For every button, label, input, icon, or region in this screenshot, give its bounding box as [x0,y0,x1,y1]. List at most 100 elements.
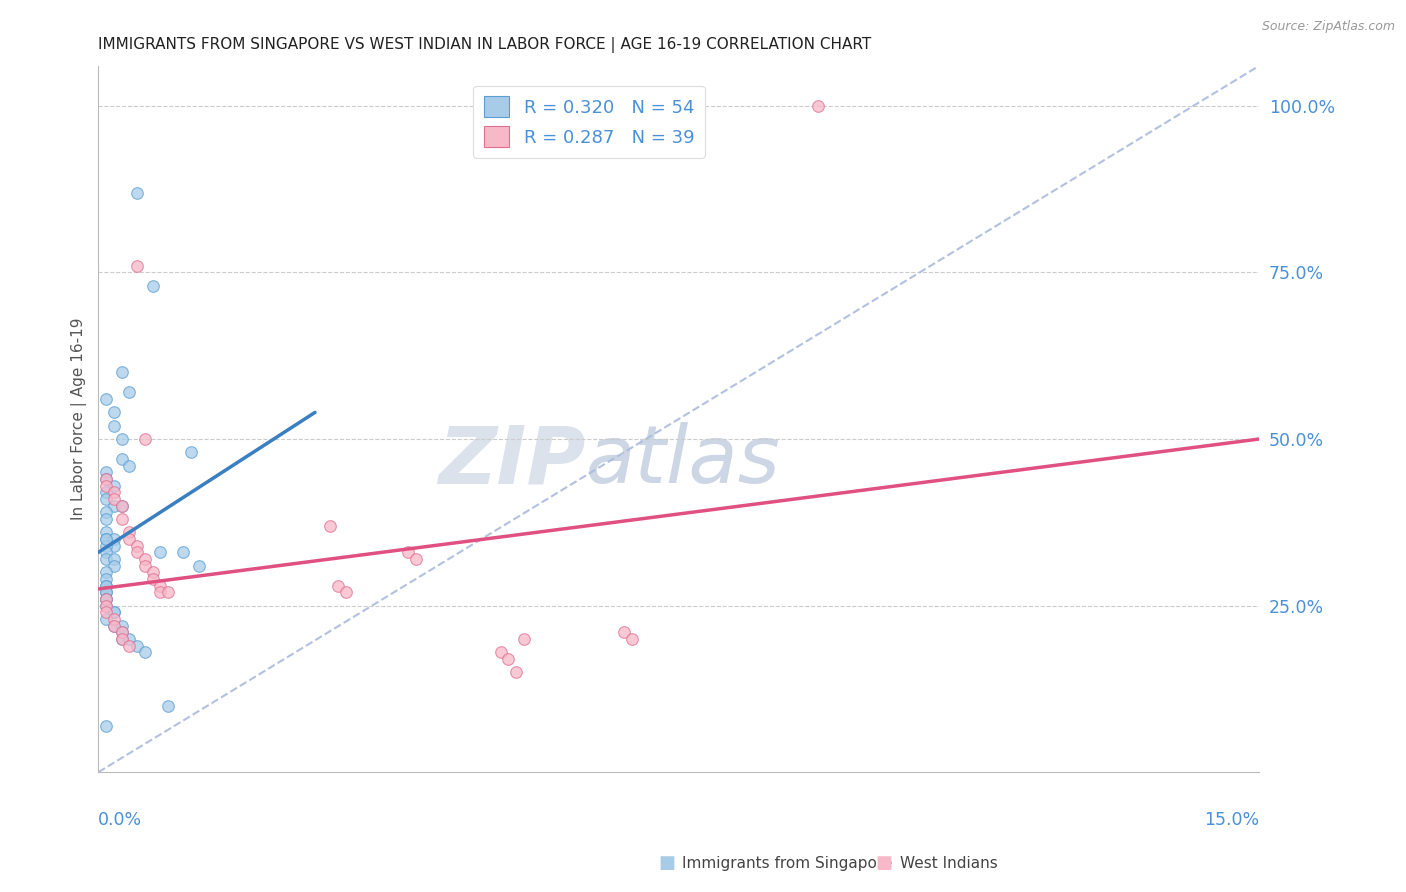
Point [94,579,117,593]
Point [94,466,117,480]
Point [187,558,209,573]
Point [103,418,125,433]
Point [94,572,117,586]
Point [94,512,117,526]
Point [125,186,148,200]
Point [328,579,350,593]
Point [103,558,125,573]
Point [110,632,132,646]
Point [118,632,141,646]
Point [94,525,117,540]
Point [141,566,163,580]
Point [110,625,132,640]
Point [94,591,117,606]
Point [125,639,148,653]
Point [94,585,117,599]
Point [94,599,117,613]
Text: IMMIGRANTS FROM SINGAPORE VS WEST INDIAN IN LABOR FORCE | AGE 16-19 CORRELATION : IMMIGRANTS FROM SINGAPORE VS WEST INDIAN… [98,37,872,54]
Text: atlas: atlas [586,423,780,500]
Point [94,545,117,559]
Point [94,392,117,406]
Point [103,605,125,619]
Y-axis label: In Labor Force | Age 16-19: In Labor Force | Age 16-19 [72,318,87,520]
Point [396,545,419,559]
Point [319,518,342,533]
Point [103,485,125,500]
Point [94,585,117,599]
Point [134,552,156,566]
Point [613,625,636,640]
Point [110,625,132,640]
Point [335,585,357,599]
Point [103,491,125,506]
Text: West Indians: West Indians [900,856,998,871]
Point [94,478,117,492]
Point [505,665,527,680]
Point [94,485,117,500]
Point [103,618,125,632]
Point [134,558,156,573]
Point [94,579,117,593]
Point [513,632,536,646]
Point [94,505,117,519]
Text: Immigrants from Singapore: Immigrants from Singapore [682,856,893,871]
Point [94,591,117,606]
Point [110,452,132,467]
Point [141,572,163,586]
Point [103,552,125,566]
Text: ZIP: ZIP [439,423,586,500]
Point [118,532,141,546]
Point [103,605,125,619]
Text: ■: ■ [876,855,893,872]
Point [149,545,172,559]
Point [134,432,156,446]
Point [94,491,117,506]
Point [118,639,141,653]
Point [94,539,117,553]
Point [125,545,148,559]
Point [110,618,132,632]
Point [103,618,125,632]
Point [807,99,830,113]
Point [110,512,132,526]
Point [94,472,117,486]
Point [94,605,117,619]
Point [94,552,117,566]
Point [149,579,172,593]
Point [149,585,172,599]
Text: 15.0%: 15.0% [1204,811,1258,829]
Point [125,539,148,553]
Text: 0.0%: 0.0% [98,811,142,829]
Point [118,458,141,473]
Point [172,545,194,559]
Point [405,552,427,566]
Point [110,366,132,380]
Point [489,645,512,659]
Legend: R = 0.320   N = 54, R = 0.287   N = 39: R = 0.320 N = 54, R = 0.287 N = 39 [472,86,704,158]
Point [141,278,163,293]
Point [103,532,125,546]
Point [103,405,125,419]
Point [94,472,117,486]
Point [134,645,156,659]
Point [156,585,179,599]
Point [498,652,520,666]
Point [110,499,132,513]
Point [94,591,117,606]
Text: Source: ZipAtlas.com: Source: ZipAtlas.com [1261,20,1395,33]
Point [110,632,132,646]
Point [103,539,125,553]
Text: ■: ■ [658,855,675,872]
Point [125,259,148,273]
Point [180,445,202,459]
Point [94,532,117,546]
Point [103,478,125,492]
Point [110,499,132,513]
Point [156,698,179,713]
Point [94,566,117,580]
Point [118,525,141,540]
Point [118,385,141,400]
Point [103,499,125,513]
Point [94,532,117,546]
Point [94,612,117,626]
